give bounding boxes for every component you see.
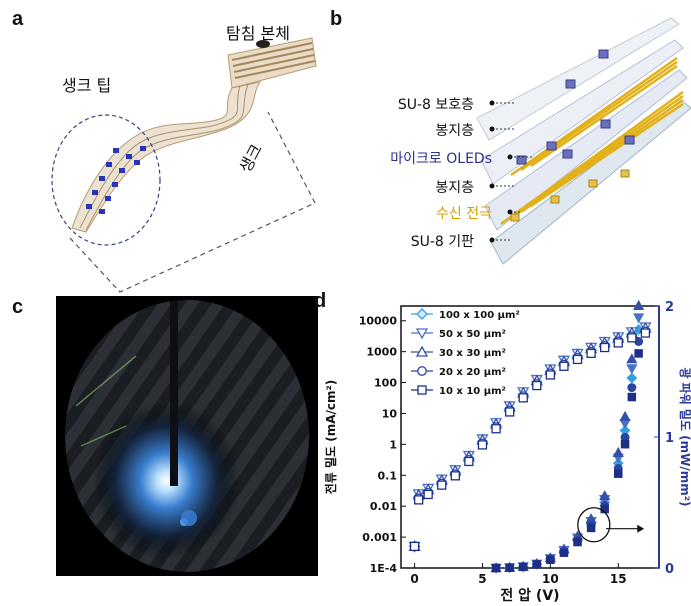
shank-tip-label: 생크 팁 <box>62 76 112 95</box>
optical-power-point <box>633 313 645 324</box>
optical-power-point <box>619 419 631 430</box>
y-left-tick-label: 10 <box>382 407 398 420</box>
y-left-tick-label: 0.1 <box>378 469 398 482</box>
current-density-point <box>477 440 488 450</box>
current-density-point <box>491 424 501 434</box>
optical-power-point <box>599 490 611 501</box>
optical-power-point <box>612 446 624 457</box>
layer-stack-illustration <box>476 17 691 265</box>
current-density-point <box>572 354 583 365</box>
y-left-tick-label: 1 <box>389 438 397 451</box>
optical-power-point <box>627 383 637 393</box>
optical-power-point <box>518 562 528 572</box>
probe-body-label: 탐침 본체 <box>226 24 290 43</box>
layer-label-su8-substrate: SU-8 기판 <box>410 234 474 250</box>
legend-entry: 20 x 20 μm² <box>439 367 506 378</box>
legend-entry: 100 x 100 μm² <box>439 310 520 321</box>
x-tick-label: 0 <box>410 572 418 586</box>
layer-label-encap-1: 봉지층 <box>435 123 474 139</box>
optical-power-point <box>627 392 637 402</box>
optical-power-point <box>633 299 645 310</box>
current-density-point <box>464 456 474 467</box>
legend-marker <box>415 328 429 340</box>
legend-entry: 50 x 50 μm² <box>439 329 506 340</box>
y-left-tick-label: 0.01 <box>370 500 397 513</box>
current-density-point <box>532 380 542 391</box>
optical-power-point <box>546 555 555 564</box>
current-density-point <box>600 342 610 353</box>
current-density-point <box>613 338 623 348</box>
optical-power-point <box>586 523 596 533</box>
panel-b-letter: b <box>330 8 343 30</box>
legend-entry: 30 x 30 μm² <box>439 348 506 359</box>
y-left-tick-label: 10000 <box>359 315 398 328</box>
legend-marker <box>415 345 429 357</box>
legend-marker <box>416 308 428 320</box>
iv-chart: 0 5 10 15 1E-4 0.001 0.01 0.1 1 10 100 1000 10000 0 1 2… <box>323 299 691 602</box>
layer-leader-lines <box>489 100 534 243</box>
y-left-tick-label: 1000 <box>366 346 397 359</box>
annotation-arrowhead <box>637 524 645 533</box>
current-density-point <box>545 370 556 380</box>
optical-power-point <box>626 372 638 384</box>
current-density-point <box>414 495 424 505</box>
annotation-circle <box>577 507 611 543</box>
x-tick-label: 5 <box>478 572 486 586</box>
current-density-point <box>586 348 596 359</box>
optical-power-point <box>626 353 638 364</box>
current-density-point <box>627 333 637 343</box>
optical-power-point <box>505 563 514 572</box>
optical-photo <box>56 296 318 576</box>
optical-power-point <box>620 439 630 449</box>
optical-power-point <box>559 548 569 557</box>
y-right-tick-label: 2 <box>665 300 674 315</box>
current-density-point <box>437 480 447 490</box>
current-density-point <box>423 489 433 500</box>
probe-body <box>227 37 317 89</box>
y-left-tick-label: 100 <box>374 377 397 390</box>
y-right-tick-label: 1 <box>665 431 674 446</box>
probe-illustration <box>51 37 317 293</box>
x-tick-label: 15 <box>610 572 627 586</box>
optical-power-point <box>626 364 638 375</box>
current-density-point <box>504 407 515 417</box>
panel-d-letter: d <box>314 290 327 312</box>
x-axis-label: 전 압 (V) <box>500 587 559 602</box>
current-density-point <box>409 541 420 552</box>
y-right-tick-label: 0 <box>665 562 674 577</box>
layer-label-encap-2: 봉지층 <box>435 180 474 196</box>
legend-marker <box>417 385 427 395</box>
panel-c-letter: c <box>12 296 24 318</box>
optical-power-point <box>573 537 582 547</box>
panel-a-letter: a <box>12 8 24 30</box>
x-tick-label: 10 <box>542 572 559 586</box>
legend-entry: 10 x 10 μm² <box>439 386 506 397</box>
oled-dots <box>86 146 146 214</box>
y-right-axis-label: 광 파워 밀도 (mW/mm²) <box>678 367 691 506</box>
y-left-axis-label: 전류 밀도 (mA/cm²) <box>323 380 338 495</box>
optical-power-point <box>619 410 631 421</box>
y-left-tick-label: 0.001 <box>362 531 397 544</box>
current-density-point <box>559 361 569 371</box>
current-density-point <box>640 328 651 338</box>
y-left-tick-label: 1E-4 <box>370 562 398 575</box>
optical-power-point <box>491 563 501 573</box>
current-density-point <box>450 471 460 481</box>
layer-label-micro-oled: 마이크로 OLEDs <box>390 151 492 167</box>
current-density-point <box>518 393 528 403</box>
legend-marker <box>417 366 427 376</box>
layer-label-recording-electrode: 수신 전극 <box>436 206 492 222</box>
optical-power-point <box>614 469 623 478</box>
optical-power-point <box>532 560 542 569</box>
optical-power-point <box>634 349 643 358</box>
layer-label-su8-protect: SU-8 보호층 <box>397 97 474 113</box>
